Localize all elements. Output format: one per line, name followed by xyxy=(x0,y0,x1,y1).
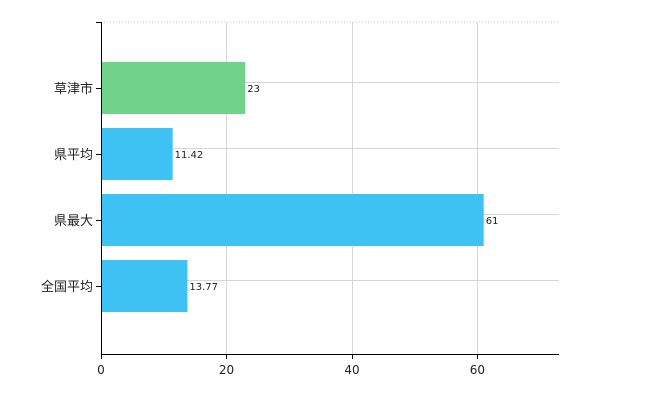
x-tick-label: 0 xyxy=(97,363,105,377)
bar xyxy=(101,128,173,180)
bar-layer xyxy=(101,62,484,312)
category-label: 全国平均 xyxy=(41,279,93,295)
category-label: 県平均 xyxy=(54,148,93,163)
data-label: 11.42 xyxy=(175,150,204,161)
x-tick-label: 20 xyxy=(219,363,234,377)
axis-layer xyxy=(96,22,559,359)
category-label: 県最大 xyxy=(54,214,93,229)
data-label: 23 xyxy=(247,84,260,95)
bar xyxy=(101,62,246,114)
data-label: 61 xyxy=(486,216,499,227)
x-tick-label: 40 xyxy=(344,363,359,377)
category-label: 草津市 xyxy=(54,81,93,97)
x-tick-label: 60 xyxy=(470,363,485,377)
data-label: 13.77 xyxy=(189,282,218,293)
bar xyxy=(101,194,484,246)
bar xyxy=(101,260,188,312)
